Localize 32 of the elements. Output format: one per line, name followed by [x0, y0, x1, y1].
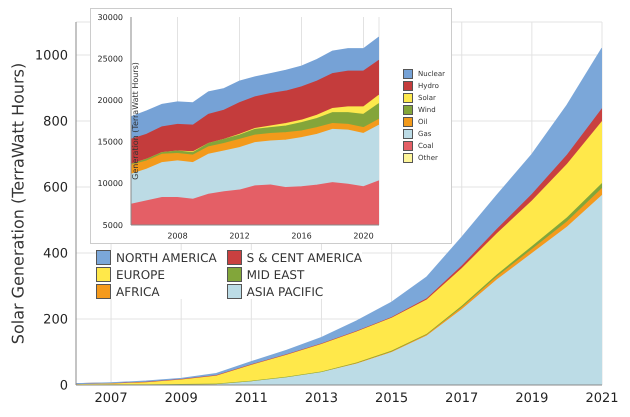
x-tick-label: 2021 [585, 391, 619, 406]
legend-label: ASIA PACIFIC [246, 284, 324, 298]
y-tick-label: 15000 [98, 138, 123, 147]
y-axis-title: Generation (TerraWatt Hours) [130, 62, 140, 180]
y-tick-label: 20000 [98, 96, 123, 106]
y-tick-label: 0 [60, 378, 68, 394]
y-tick-label: 1000 [34, 48, 68, 64]
x-tick-label: 2007 [94, 391, 128, 406]
x-tick-label: 2009 [164, 391, 198, 406]
y-tick-label: 30000 [98, 12, 123, 22]
legend-label: NORTH AMERICA [116, 250, 217, 264]
y-tick-label: 5000 [102, 220, 123, 230]
y-tick-label: 600 [43, 180, 68, 196]
x-tick-label: 2011 [234, 391, 268, 406]
y-tick-label: 200 [43, 312, 68, 328]
x-tick-label: 2013 [304, 391, 338, 406]
x-tick-label: 2008 [167, 232, 188, 241]
legend-label: AFRICA [116, 284, 160, 298]
x-tick-label: 2020 [353, 232, 374, 241]
legend-label: EUROPE [116, 268, 165, 282]
x-tick-label: 2019 [515, 391, 548, 406]
y-axis-title: Solar Generation (TerraWatt Hours) [8, 62, 28, 344]
y-tick-label: 25000 [98, 54, 123, 64]
legend-label: S & CENT AMERICA [246, 250, 362, 264]
legend-label: MID EAST [246, 268, 304, 282]
y-tick-label: 400 [43, 246, 68, 262]
y-tick-label: 800 [43, 114, 68, 130]
x-tick-label: 2017 [445, 391, 478, 406]
x-tick-label: 2016 [291, 232, 312, 241]
y-tick-label: 10000 [98, 179, 123, 188]
x-tick-label: 2015 [375, 391, 408, 406]
x-tick-label: 2012 [229, 232, 250, 241]
